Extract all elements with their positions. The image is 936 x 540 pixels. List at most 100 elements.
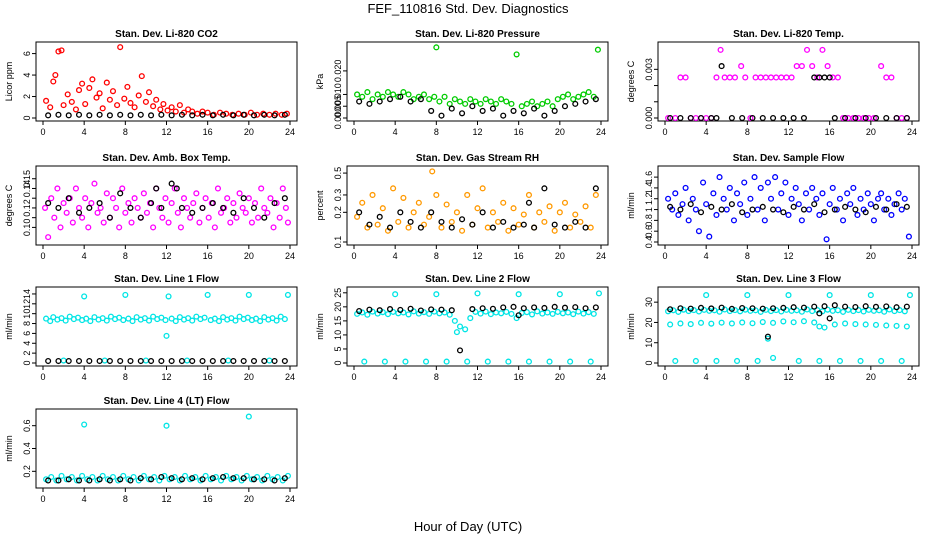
x-tick-label: 12: [161, 494, 171, 504]
data-point: [65, 476, 72, 483]
series-1: [665, 292, 913, 365]
y-tick-label: 2: [22, 94, 32, 99]
data-point: [96, 200, 103, 207]
data-point: [762, 74, 769, 81]
data-point: [554, 96, 561, 103]
x-tick-label: 24: [285, 494, 295, 504]
data-point: [60, 102, 67, 109]
x-tick-label: 20: [555, 372, 565, 382]
data-point: [595, 290, 602, 297]
data-point: [279, 185, 286, 192]
y-tick-label: 0: [644, 360, 654, 365]
data-point: [742, 74, 749, 81]
data-point: [134, 204, 141, 211]
y-tick-label: 20: [644, 317, 654, 327]
data-point: [271, 112, 278, 119]
data-point: [402, 358, 409, 365]
data-point: [852, 114, 859, 122]
data-point: [361, 358, 368, 365]
series-2: [45, 111, 288, 119]
data-point: [510, 303, 517, 310]
data-point: [893, 304, 900, 311]
data-point: [525, 191, 533, 199]
data-point: [356, 308, 363, 315]
y-tick-label: 0.1: [333, 236, 343, 249]
data-point: [842, 303, 849, 310]
data-point: [575, 308, 582, 315]
data-point: [761, 217, 768, 224]
data-point: [271, 200, 278, 207]
data-point: [713, 114, 720, 122]
data-point: [594, 46, 601, 53]
data-point: [274, 473, 281, 481]
data-point: [356, 98, 363, 105]
data-point: [276, 214, 283, 221]
data-point: [199, 357, 206, 365]
data-point: [867, 201, 874, 208]
data-point: [443, 201, 450, 208]
data-point: [261, 111, 268, 118]
data-point: [93, 94, 100, 101]
data-point: [528, 98, 536, 105]
x-tick-label: 0: [662, 372, 667, 382]
data-point: [96, 111, 103, 118]
data-point: [364, 311, 371, 318]
data-point: [795, 357, 802, 365]
data-point: [852, 206, 859, 213]
data-point: [749, 114, 756, 122]
data-point: [386, 96, 394, 103]
data-point: [730, 217, 738, 224]
data-point: [903, 203, 910, 210]
y-tick-label: 0: [333, 360, 343, 365]
data-point: [508, 310, 515, 317]
data-point: [410, 209, 417, 216]
data-point: [215, 318, 223, 325]
data-point: [690, 307, 697, 314]
data-point: [176, 102, 183, 109]
data-point: [720, 195, 727, 202]
data-point: [474, 205, 481, 212]
data-point: [165, 293, 172, 300]
data-point: [816, 323, 823, 330]
data-point: [790, 114, 797, 122]
data-point: [172, 318, 179, 325]
data-point: [862, 209, 869, 216]
x-tick-label: 8: [123, 251, 128, 261]
y-tick-label: 0.003: [644, 58, 654, 81]
data-point: [89, 473, 96, 481]
data-point: [883, 114, 890, 122]
data-point: [376, 98, 383, 105]
data-point: [395, 93, 402, 100]
data-point: [117, 190, 124, 197]
data-point: [518, 103, 525, 110]
data-point: [359, 309, 366, 316]
data-point: [739, 209, 746, 216]
data-point: [667, 203, 674, 210]
data-point: [127, 204, 134, 211]
data-point: [592, 185, 599, 192]
data-point: [168, 200, 175, 207]
data-point: [153, 96, 160, 103]
data-point: [456, 98, 464, 105]
x-tick-label: 16: [203, 494, 213, 504]
data-point: [438, 112, 445, 119]
data-point: [783, 74, 790, 81]
data-point: [459, 227, 466, 234]
data-point: [62, 317, 69, 324]
data-point: [405, 91, 412, 98]
data-point: [250, 357, 258, 365]
y-tick-label: 1.4: [644, 182, 654, 195]
data-point: [415, 199, 422, 206]
data-point: [180, 195, 188, 202]
data-point: [233, 214, 240, 221]
data-point: [767, 195, 775, 202]
data-point: [48, 195, 55, 202]
data-point: [551, 221, 558, 228]
y-axis-label: ml/min: [315, 313, 325, 340]
data-point: [258, 185, 265, 192]
data-point: [446, 100, 453, 107]
data-point: [477, 100, 484, 107]
data-point: [438, 224, 445, 231]
data-point: [697, 209, 705, 216]
data-point: [790, 304, 797, 311]
